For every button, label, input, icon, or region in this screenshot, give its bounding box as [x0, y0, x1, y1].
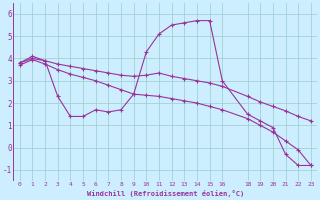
X-axis label: Windchill (Refroidissement éolien,°C): Windchill (Refroidissement éolien,°C) — [87, 190, 244, 197]
